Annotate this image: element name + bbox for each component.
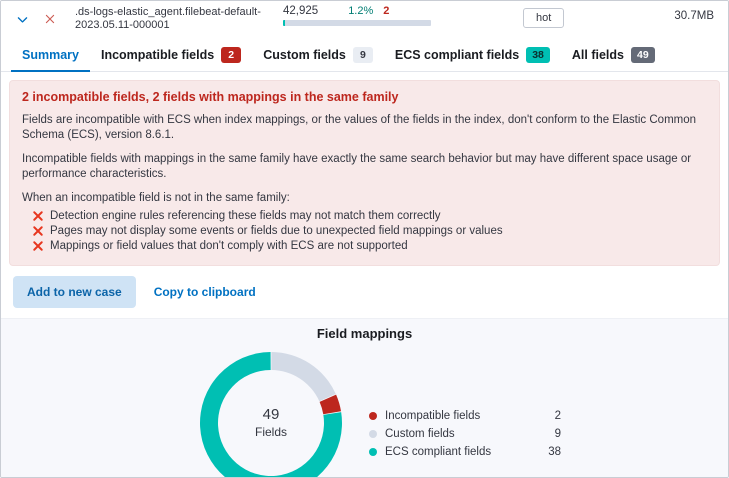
incompatible-count: 2 bbox=[383, 5, 390, 17]
tab-badge: 49 bbox=[630, 46, 655, 63]
tab-label: Custom fields bbox=[263, 47, 346, 62]
cross-mark-icon bbox=[32, 210, 44, 223]
legend-label: Custom fields bbox=[385, 428, 455, 440]
donut-chart: 49 Fields bbox=[195, 347, 347, 478]
cross-mark-icon bbox=[32, 225, 44, 238]
index-size: 30.7MB bbox=[674, 10, 714, 22]
chart-legend: Incompatible fields 2 Custom fields 9 EC… bbox=[369, 407, 569, 461]
progress-bar-fill bbox=[283, 20, 285, 26]
index-summary-row: .ds-logs-elastic_agent.filebeat-default-… bbox=[1, 1, 728, 38]
list-item-label: Pages may not display some events or fie… bbox=[50, 225, 503, 237]
tab-label: Summary bbox=[22, 47, 79, 62]
chevron-down-icon[interactable] bbox=[9, 7, 35, 31]
legend-item-incompatible-fields[interactable]: Incompatible fields 2 bbox=[369, 407, 569, 425]
tab-summary[interactable]: Summary bbox=[11, 39, 90, 72]
callout-paragraph-1: Fields are incompatible with ECS when in… bbox=[22, 114, 697, 141]
callout-bullet-list: Detection engine rules referencing these… bbox=[22, 209, 707, 253]
list-item-label: Mappings or field values that don't comp… bbox=[50, 240, 408, 252]
action-bar: Add to new case Copy to clipboard bbox=[1, 266, 728, 318]
tab-label: All fields bbox=[571, 47, 624, 62]
docs-progress-bar bbox=[283, 20, 431, 26]
legend-value: 38 bbox=[548, 446, 561, 458]
docs-count: 42,925 bbox=[283, 5, 319, 17]
legend-item-custom-fields[interactable]: Custom fields 9 bbox=[369, 425, 569, 443]
chart-title: Field mappings bbox=[316, 326, 413, 341]
cross-mark-icon bbox=[32, 240, 44, 253]
tab-label: Incompatible fields bbox=[100, 47, 215, 62]
incompatible-percent: 1.2% bbox=[348, 5, 374, 17]
legend-color-dot bbox=[369, 448, 377, 456]
legend-value: 9 bbox=[554, 428, 561, 440]
row-controls bbox=[9, 1, 63, 31]
add-to-new-case-button[interactable]: Add to new case bbox=[13, 276, 136, 308]
docs-stats: 42,925 1.2% 2 bbox=[283, 1, 443, 26]
legend-label: ECS compliant fields bbox=[385, 446, 492, 458]
legend-color-dot bbox=[369, 412, 377, 420]
list-item: Detection engine rules referencing these… bbox=[32, 209, 707, 223]
chart-body: 49 Fields Incompatible fields 2 Custom f… bbox=[1, 341, 728, 478]
lifecycle-pill: hot bbox=[523, 8, 565, 28]
list-item: Pages may not display some events or fie… bbox=[32, 224, 707, 238]
callout-title: 2 incompatible fields, 2 fields with map… bbox=[22, 90, 399, 104]
list-item-label: Detection engine rules referencing these… bbox=[50, 210, 441, 222]
donut-slice[interactable] bbox=[271, 352, 336, 402]
donut-slice[interactable] bbox=[319, 394, 342, 415]
list-item: Mappings or field values that don't comp… bbox=[32, 239, 707, 253]
tab-label: ECS compliant fields bbox=[394, 47, 520, 62]
tab-incompatible-fields[interactable]: Incompatible fields 2 bbox=[90, 39, 252, 72]
legend-color-dot bbox=[369, 430, 377, 438]
lifecycle-phase: hot bbox=[523, 1, 565, 28]
tab-badge: 9 bbox=[352, 46, 373, 63]
callout-paragraph-2: Incompatible fields with mappings in the… bbox=[22, 153, 692, 180]
tab-all-fields[interactable]: All fields 49 bbox=[561, 39, 666, 72]
field-mappings-chart-panel: Field mappings 49 Fields Incompatible fi… bbox=[1, 318, 728, 478]
incompatible-fields-callout: 2 incompatible fields, 2 fields with map… bbox=[9, 80, 720, 266]
donut-slice[interactable] bbox=[200, 352, 342, 478]
tab-custom-fields[interactable]: Custom fields 9 bbox=[252, 39, 384, 72]
tab-badge: 38 bbox=[526, 46, 550, 63]
index-name[interactable]: .ds-logs-elastic_agent.filebeat-default-… bbox=[75, 6, 261, 31]
legend-value: 2 bbox=[554, 410, 561, 422]
tab-ecs-compliant-fields[interactable]: ECS compliant fields 38 bbox=[384, 39, 561, 72]
tab-badge: 2 bbox=[221, 46, 242, 63]
callout-paragraph-3: When an incompatible field is not in the… bbox=[22, 192, 290, 204]
legend-label: Incompatible fields bbox=[385, 410, 481, 422]
tab-bar: Summary Incompatible fields 2 Custom fie… bbox=[1, 38, 728, 72]
copy-to-clipboard-button[interactable]: Copy to clipboard bbox=[144, 276, 266, 308]
legend-item-ecs-compliant-fields[interactable]: ECS compliant fields 38 bbox=[369, 443, 569, 461]
close-x-icon[interactable] bbox=[37, 7, 63, 31]
